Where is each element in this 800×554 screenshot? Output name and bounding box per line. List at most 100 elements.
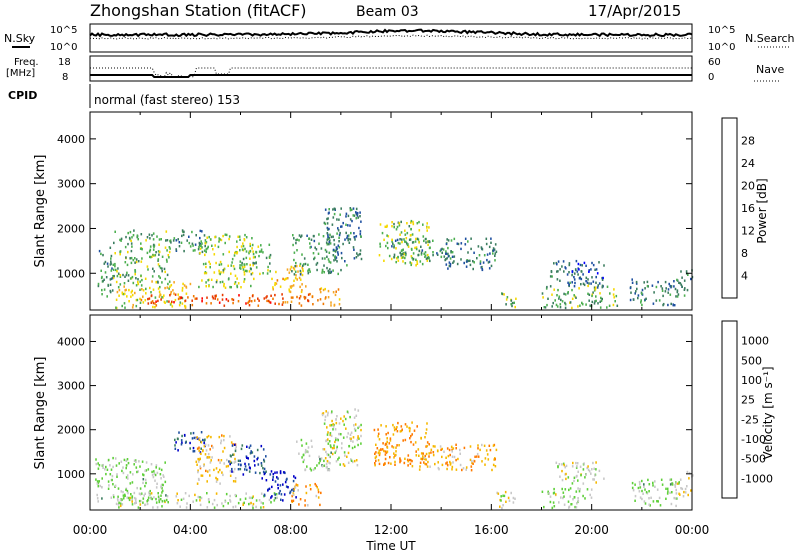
velocity-cell (296, 484, 299, 487)
power-cell (257, 304, 260, 307)
power-cell (198, 241, 201, 245)
power-cell (486, 253, 489, 256)
velocity-cell (309, 488, 312, 491)
velocity-cell (239, 459, 241, 462)
power-cell (424, 251, 427, 254)
power-cell (683, 294, 686, 297)
power-cell (234, 281, 237, 284)
power-cell (218, 269, 220, 272)
power-cell (683, 279, 686, 282)
power-cell (307, 263, 309, 266)
power-cell (674, 287, 677, 291)
velocity-cell (643, 500, 646, 503)
velocity-cell (432, 445, 435, 448)
power-cell (181, 229, 184, 232)
velocity-cell (112, 494, 115, 497)
velocity-cell (220, 441, 222, 445)
velocity-cell (131, 495, 134, 498)
velocity-cell (445, 456, 447, 459)
power-cell (219, 272, 221, 276)
power-cell (259, 272, 261, 276)
power-cell (315, 248, 318, 251)
velocity-cell (357, 437, 359, 440)
power-colorbar-tick: 24 (741, 157, 755, 170)
power-cell (328, 227, 330, 231)
velocity-cell (142, 497, 145, 500)
power-ytick-label: 3000 (57, 178, 85, 191)
power-cell (124, 261, 127, 264)
velocity-cell (159, 473, 162, 476)
velocity-cell (347, 432, 349, 435)
power-cell (588, 269, 590, 272)
power-cell (266, 272, 269, 275)
velocity-cell (413, 429, 416, 432)
velocity-cell (450, 445, 453, 448)
power-cell (130, 261, 133, 265)
velocity-cell (148, 493, 151, 496)
velocity-cell (307, 504, 309, 507)
velocity-cell (279, 471, 282, 475)
velocity-cell (97, 500, 99, 503)
power-cell (262, 251, 264, 254)
power-cell (494, 259, 496, 262)
velocity-cell (276, 496, 278, 499)
power-cell (556, 263, 558, 266)
power-cell (335, 248, 338, 252)
power-cell (427, 243, 429, 246)
velocity-cell (324, 415, 327, 418)
power-cell (579, 304, 581, 307)
power-cell (489, 252, 491, 255)
power-cell (130, 291, 133, 294)
velocity-cell (484, 463, 486, 466)
power-cell (596, 272, 599, 275)
power-cell (309, 246, 311, 249)
velocity-cell (263, 493, 266, 496)
velocity-cell (211, 502, 214, 506)
power-cell (390, 257, 393, 261)
power-cell (635, 290, 637, 293)
velocity-cell (387, 461, 390, 465)
power-cell (239, 249, 241, 252)
power-cell (161, 255, 164, 258)
power-cell (573, 275, 575, 279)
velocity-cell (386, 437, 388, 440)
velocity-cell (246, 445, 248, 448)
power-cell (411, 233, 414, 236)
power-cell (401, 238, 403, 241)
velocity-cell (157, 495, 160, 498)
power-cell (249, 257, 251, 260)
velocity-cell (638, 490, 641, 493)
power-cell (141, 278, 143, 282)
power-cell (111, 289, 114, 292)
power-cell (453, 255, 456, 258)
power-cell (231, 298, 233, 301)
velocity-cell (289, 490, 292, 493)
velocity-cell (229, 500, 232, 503)
power-cell (612, 293, 615, 296)
velocity-cell (161, 491, 163, 494)
power-cell (333, 303, 336, 307)
power-cell (145, 292, 147, 295)
velocity-cell (404, 423, 407, 426)
velocity-cell (247, 457, 249, 460)
velocity-cell (357, 426, 359, 430)
velocity-cell (97, 462, 99, 465)
velocity-cell (631, 481, 634, 485)
power-cell (330, 235, 333, 239)
power-cell (251, 271, 254, 275)
velocity-cell (350, 459, 353, 462)
velocity-cell (200, 474, 203, 477)
velocity-cell (470, 469, 473, 472)
power-cell (328, 240, 331, 244)
power-cell (355, 235, 358, 238)
power-cell (342, 242, 344, 246)
power-cell (168, 250, 171, 254)
power-cell (299, 295, 302, 298)
velocity-cell (96, 497, 99, 500)
velocity-cell (317, 488, 320, 491)
power-cell (505, 298, 508, 301)
velocity-cell (220, 459, 223, 462)
velocity-cell (358, 425, 361, 428)
power-cell (569, 301, 572, 304)
velocity-cell (279, 484, 282, 487)
